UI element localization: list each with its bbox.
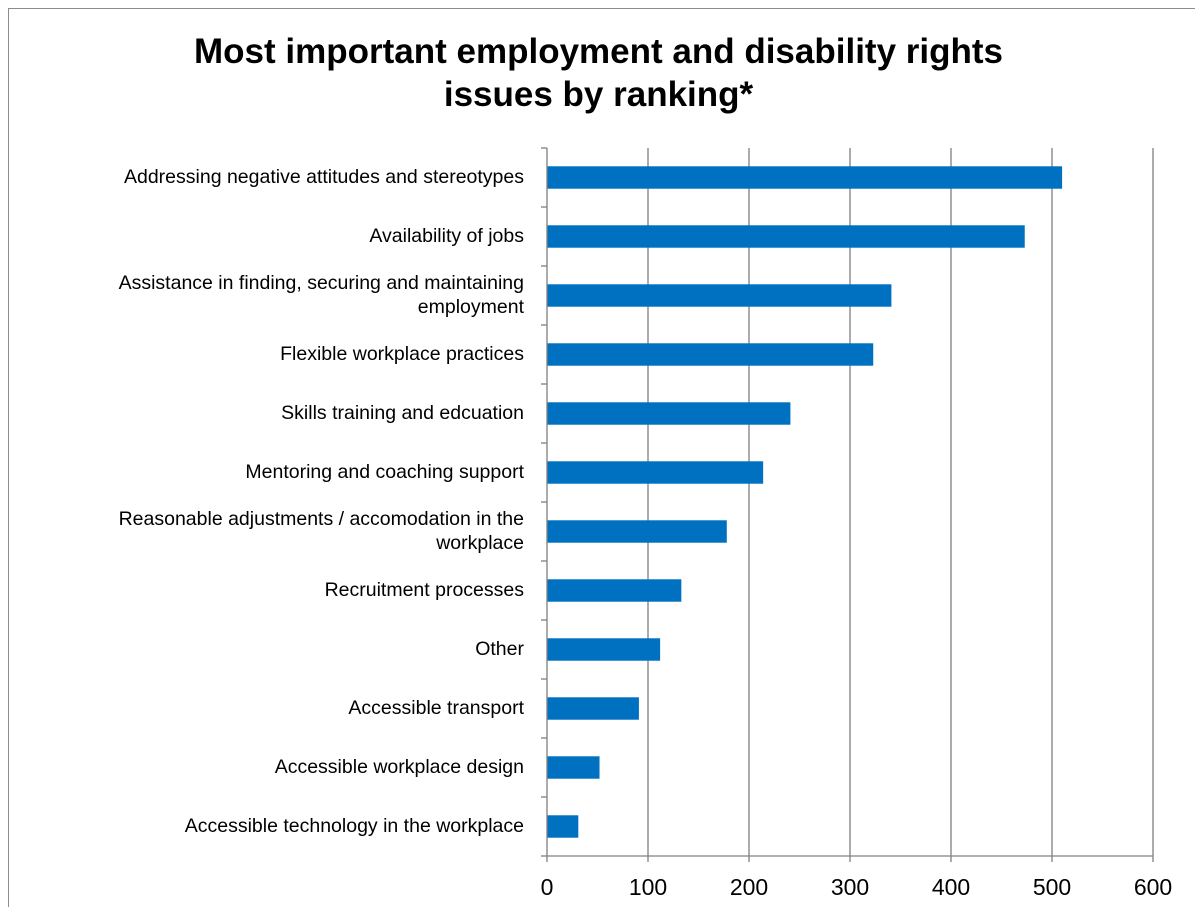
- category-label-line: Other: [475, 637, 524, 660]
- bar-6: [547, 520, 727, 543]
- bar-11: [547, 815, 579, 838]
- bar-9: [547, 697, 639, 720]
- category-label-1: Availability of jobs: [4, 224, 524, 248]
- x-tick-label-500: 500: [1032, 874, 1072, 900]
- category-label-line: Assistance in finding, securing and main…: [118, 271, 524, 294]
- bar-0: [547, 166, 1063, 189]
- bar-4: [547, 402, 791, 425]
- category-label-line: employment: [417, 295, 524, 318]
- category-label-4: Skills training and edcuation: [4, 401, 524, 425]
- bar-10: [547, 756, 600, 779]
- category-label-5: Mentoring and coaching support: [4, 460, 524, 484]
- category-label-6: Reasonable adjustments / accomodation in…: [4, 507, 524, 555]
- bar-8: [547, 638, 661, 661]
- bar-3: [547, 343, 874, 366]
- chart-title-line-2: issues by ranking*: [443, 75, 754, 114]
- bar-5: [547, 461, 764, 484]
- category-label-9: Accessible transport: [4, 696, 524, 720]
- category-label-3: Flexible workplace practices: [4, 342, 524, 366]
- category-label-0: Addressing negative attitudes and stereo…: [4, 165, 524, 189]
- category-label-10: Accessible workplace design: [4, 755, 524, 779]
- chart-title: Most important employment and disability…: [0, 30, 1197, 116]
- chart-title-line-1: Most important employment and disability…: [194, 32, 1003, 71]
- category-label-line: Accessible transport: [348, 696, 524, 719]
- category-label-line: Accessible technology in the workplace: [184, 814, 524, 837]
- bar-7: [547, 579, 682, 602]
- chart-frame: [8, 8, 1195, 907]
- category-label-8: Other: [4, 637, 524, 661]
- category-label-line: Addressing negative attitudes and stereo…: [123, 165, 524, 188]
- x-tick-label-0: 0: [540, 874, 554, 900]
- x-tick-label-600: 600: [1133, 874, 1173, 900]
- category-label-line: Skills training and edcuation: [281, 401, 524, 424]
- category-label-line: Reasonable adjustments / accomodation in…: [118, 507, 524, 530]
- bar-1: [547, 225, 1025, 248]
- category-label-2: Assistance in finding, securing and main…: [4, 271, 524, 319]
- category-label-line: Availability of jobs: [369, 224, 524, 247]
- category-label-line: Flexible workplace practices: [280, 342, 524, 365]
- category-label-line: workplace: [436, 531, 524, 554]
- x-tick-label-200: 200: [729, 874, 769, 900]
- x-tick-label-300: 300: [830, 874, 870, 900]
- x-tick-label-400: 400: [931, 874, 971, 900]
- category-label-7: Recruitment processes: [4, 578, 524, 602]
- category-label-line: Accessible workplace design: [274, 755, 524, 778]
- bar-2: [547, 284, 892, 307]
- category-label-11: Accessible technology in the workplace: [4, 814, 524, 838]
- category-label-line: Mentoring and coaching support: [245, 460, 524, 483]
- x-tick-label-100: 100: [628, 874, 668, 900]
- category-label-line: Recruitment processes: [324, 578, 524, 601]
